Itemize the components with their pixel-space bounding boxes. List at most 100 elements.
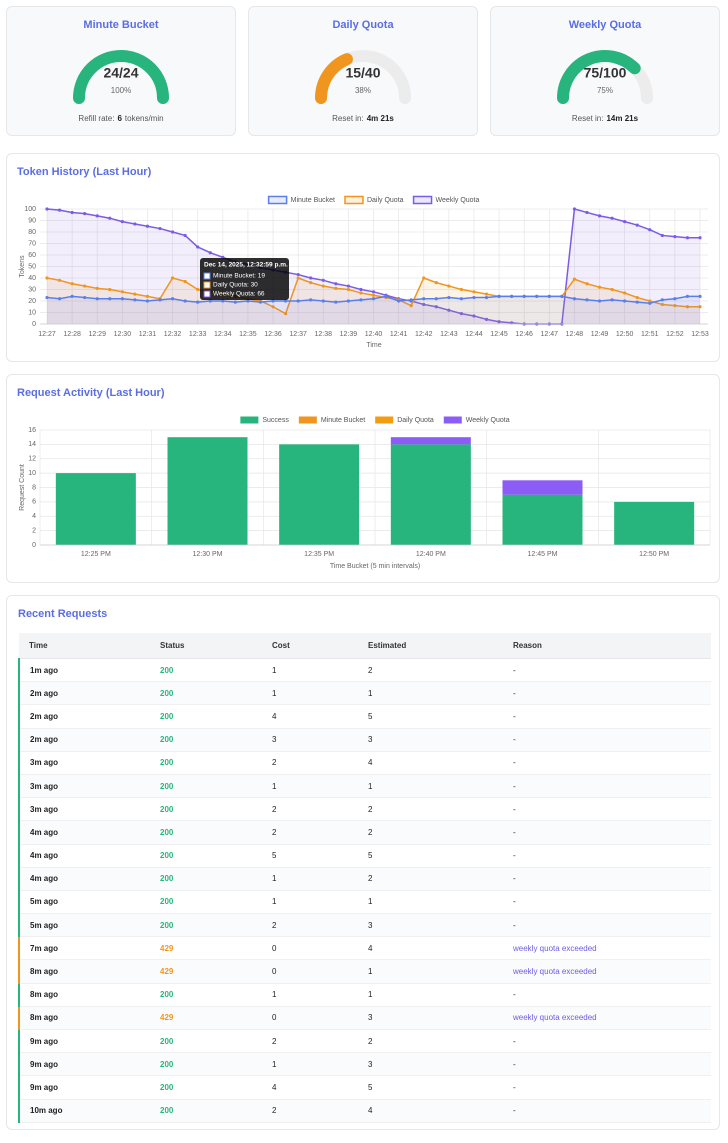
cost-cell: 0 [262, 959, 358, 984]
table-title: Recent Requests [18, 608, 108, 620]
request-row: 3m ago 200 2 4- [18, 751, 711, 775]
cost-cell: 0 [262, 936, 358, 961]
time-cell: 2m ago [18, 728, 150, 752]
request-row: 9m ago 200 2 2- [18, 1029, 711, 1054]
cost-cell: 0 [262, 1006, 358, 1031]
cost-cell: 1 [262, 681, 358, 706]
request-row: 10m ago 200 2 4- [18, 1099, 711, 1123]
estimated-cell: 5 [358, 704, 503, 729]
request-row: 8m ago 200 1 1- [18, 983, 711, 1007]
reason-cell: - [503, 704, 711, 729]
time-cell: 2m ago [18, 681, 150, 706]
time-cell: 9m ago [18, 1075, 150, 1100]
status-cell: 200 [150, 1029, 262, 1054]
reason-cell: - [503, 681, 711, 706]
gauge-card [490, 6, 720, 136]
status-cell: 200 [150, 1052, 262, 1077]
status-cell: 200 [150, 867, 262, 891]
gauge-card [6, 6, 236, 136]
column-header: Time [19, 633, 150, 659]
cost-cell: 4 [262, 704, 358, 729]
reason-cell: - [503, 1075, 711, 1100]
column-header: Reason [503, 633, 711, 659]
reason-cell: - [503, 867, 711, 891]
request-row: 7m ago 429 0 4 weekly quota exceeded [18, 936, 711, 961]
column-header: Cost [262, 633, 358, 659]
request-row: 3m ago 200 2 2- [18, 797, 711, 822]
request-row: 9m ago 200 1 3- [18, 1052, 711, 1077]
requests-table: Time Status Cost Estimated Reason 1m ago 200 1 2… [18, 633, 711, 1123]
time-cell: 4m ago [18, 867, 150, 891]
time-cell: 3m ago [18, 774, 150, 799]
reason-cell: - [503, 913, 711, 938]
reason-cell: - [503, 774, 711, 799]
status-cell: 200 [150, 1099, 262, 1123]
request-row: 2m ago 200 4 5- [18, 704, 711, 729]
cost-cell: 1 [262, 774, 358, 799]
request-row: 4m ago 200 1 2- [18, 867, 711, 891]
gauge-card [248, 6, 478, 136]
status-cell: 200 [150, 681, 262, 706]
cost-cell: 2 [262, 797, 358, 822]
time-cell: 4m ago [18, 844, 150, 868]
time-cell: 5m ago [18, 890, 150, 915]
time-cell: 8m ago [18, 983, 150, 1007]
estimated-cell: 2 [358, 797, 503, 822]
status-cell: 200 [150, 658, 262, 683]
time-cell: 9m ago [18, 1052, 150, 1077]
status-cell: 200 [150, 728, 262, 752]
time-cell: 5m ago [18, 913, 150, 938]
cost-cell: 2 [262, 1099, 358, 1123]
request-row: 4m ago 200 5 5- [18, 844, 711, 868]
reason-cell: - [503, 1099, 711, 1123]
estimated-cell: 1 [358, 890, 503, 915]
cost-cell: 4 [262, 1075, 358, 1100]
reason-cell: - [503, 820, 711, 845]
time-cell: 9m ago [18, 1029, 150, 1054]
status-cell: 200 [150, 913, 262, 938]
estimated-cell: 5 [358, 1075, 503, 1100]
status-cell: 429 [150, 936, 262, 961]
request-row: 2m ago 200 1 1- [18, 681, 711, 706]
cost-cell: 2 [262, 820, 358, 845]
time-cell: 8m ago [18, 959, 150, 984]
cost-cell: 1 [262, 658, 358, 683]
status-cell: 200 [150, 983, 262, 1007]
estimated-cell: 3 [358, 1006, 503, 1031]
estimated-cell: 1 [358, 681, 503, 706]
cost-cell: 1 [262, 867, 358, 891]
column-header: Estimated [358, 633, 503, 659]
estimated-cell: 3 [358, 1052, 503, 1077]
estimated-cell: 1 [358, 983, 503, 1007]
estimated-cell: 3 [358, 913, 503, 938]
reason-cell: - [503, 1029, 711, 1054]
cost-cell: 2 [262, 1029, 358, 1054]
time-cell: 4m ago [18, 820, 150, 845]
table-card: Recent Requests Time Status Cost Estimated R… [6, 595, 720, 1130]
reason-cell: weekly quota exceeded [503, 936, 711, 961]
status-cell: 200 [150, 844, 262, 868]
request-row: 8m ago 429 0 1 weekly quota exceeded [18, 959, 711, 984]
estimated-cell: 3 [358, 728, 503, 752]
time-cell: 8m ago [18, 1006, 150, 1031]
reason-cell: - [503, 844, 711, 868]
estimated-cell: 2 [358, 1029, 503, 1054]
status-cell: 429 [150, 1006, 262, 1031]
estimated-cell: 2 [358, 820, 503, 845]
status-cell: 200 [150, 820, 262, 845]
cost-cell: 1 [262, 1052, 358, 1077]
estimated-cell: 2 [358, 658, 503, 683]
request-row: 8m ago 429 0 3 weekly quota exceeded [18, 1006, 711, 1031]
cost-cell: 5 [262, 844, 358, 868]
status-cell: 429 [150, 959, 262, 984]
cost-cell: 3 [262, 728, 358, 752]
reason-cell: - [503, 797, 711, 822]
time-cell: 3m ago [18, 751, 150, 775]
reason-cell: - [503, 890, 711, 915]
cost-cell: 1 [262, 983, 358, 1007]
request-row: 4m ago 200 2 2- [18, 820, 711, 845]
chart-card [6, 153, 720, 362]
header-row: Time Status Cost Estimated Reason [19, 633, 711, 659]
estimated-cell: 1 [358, 774, 503, 799]
estimated-cell: 4 [358, 751, 503, 775]
